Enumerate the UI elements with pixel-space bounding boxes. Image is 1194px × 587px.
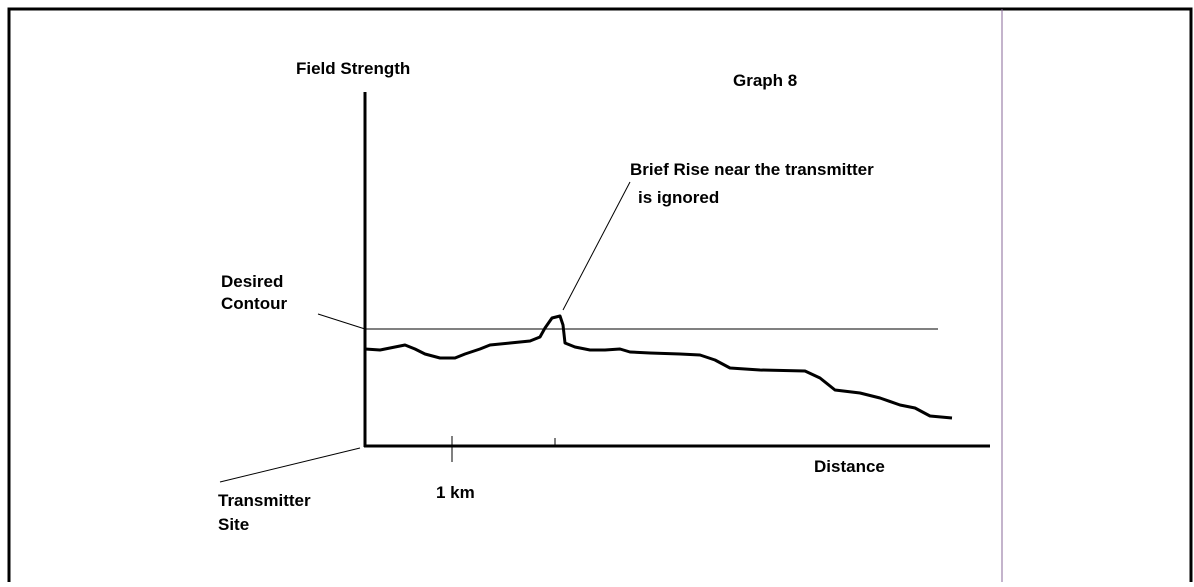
x-axis-label: Distance — [814, 457, 885, 476]
origin-label: Site — [218, 515, 249, 534]
tick-label: 1 km — [436, 483, 475, 502]
contour-label: Contour — [221, 294, 287, 313]
title: Graph 8 — [733, 71, 797, 90]
field-curve — [364, 314, 953, 420]
y-axis-label: Field Strength — [296, 59, 410, 78]
leader — [219, 447, 361, 483]
annotation: is ignored — [638, 188, 719, 207]
leader — [317, 313, 366, 330]
annotation: Brief Rise near the transmitter — [630, 160, 874, 179]
contour-label: Desired — [221, 272, 283, 291]
frame — [7, 7, 1193, 587]
origin-label: Transmitter — [218, 491, 311, 510]
leader — [562, 181, 631, 311]
